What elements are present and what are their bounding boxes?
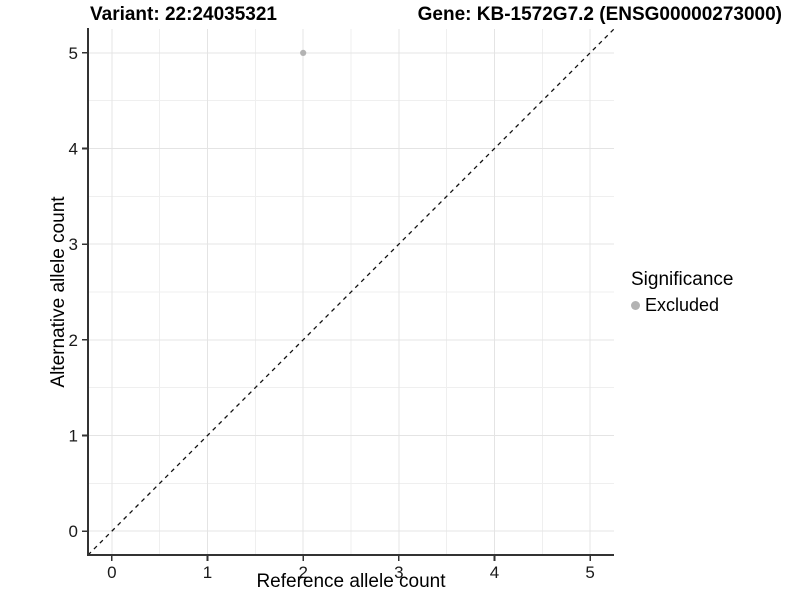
excluded-point-icon xyxy=(631,300,640,310)
y-tick-label: 2 xyxy=(69,331,78,350)
y-tick-label: 0 xyxy=(69,522,78,541)
y-axis-title: Alternative allele count xyxy=(48,196,69,388)
x-tick-label: 5 xyxy=(585,563,594,582)
gene-title: Gene: KB-1572G7.2 (ENSG00000273000) xyxy=(417,4,782,25)
legend-item-excluded: Excluded xyxy=(631,294,733,316)
y-tick-label: 3 xyxy=(69,235,78,254)
x-axis-title: Reference allele count xyxy=(256,571,446,592)
data-point-excluded xyxy=(300,49,307,57)
y-tick-label: 4 xyxy=(69,140,78,159)
x-tick-label: 2 xyxy=(298,563,307,582)
legend-title: Significance xyxy=(631,269,734,290)
y-tick-label: 5 xyxy=(69,44,78,63)
x-tick-label: 1 xyxy=(203,563,212,582)
variant-title: Variant: 22:24035321 xyxy=(90,4,277,25)
identity-dashed-line xyxy=(87,28,615,556)
x-tick-label: 0 xyxy=(107,563,116,582)
y-tick-label: 1 xyxy=(69,426,78,445)
legend: Significance Excluded xyxy=(631,268,733,316)
x-tick-label: 3 xyxy=(394,563,403,582)
x-tick-label: 4 xyxy=(490,563,499,582)
legend-item-label: Excluded xyxy=(645,295,720,315)
